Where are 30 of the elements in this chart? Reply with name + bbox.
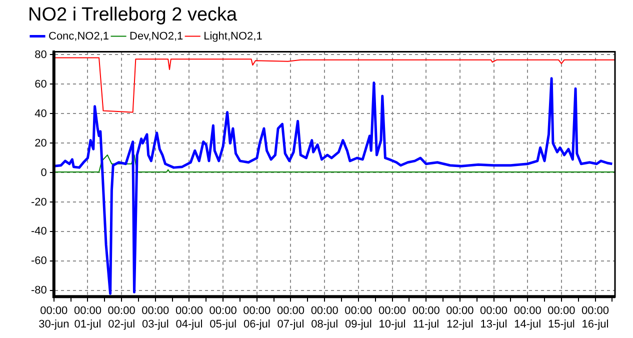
y-tick-label: 60	[34, 78, 47, 90]
legend-label: Light,NO2,1	[204, 30, 262, 42]
y-tick-label: -20	[30, 196, 47, 208]
x-tick-label: 00:00 09-jul	[344, 305, 372, 330]
x-tick-label: 00:00 03-jul	[142, 305, 170, 330]
x-tick-label: 00:00 08-jul	[310, 305, 338, 330]
x-tick-label: 00:00 15-jul	[548, 305, 576, 330]
x-tick-label: 00:00 05-jul	[209, 305, 237, 330]
x-tick-label: 00:00 02-jul	[108, 305, 136, 330]
x-tick-label: 00:00 01-jul	[74, 305, 102, 330]
x-tick-label: 00:00 06-jul	[243, 305, 271, 330]
x-tick-label: 00:00 04-jul	[175, 305, 204, 330]
legend-label: Dev,NO2,1	[130, 30, 184, 42]
y-tick-label: -40	[30, 226, 47, 238]
x-tick-label: 00:00 30-jun	[38, 305, 70, 330]
x-tick-label: 00:00 14-jul	[514, 305, 542, 330]
y-tick-label: 80	[34, 48, 47, 61]
x-tick-label: 00:00 11-jul	[412, 305, 440, 330]
y-tick-label: -80	[30, 284, 47, 297]
y-tick-label: 0	[40, 166, 47, 179]
x-tick-label: 00:00 16-jul	[581, 305, 610, 330]
x-tick-label: 00:00 10-jul	[378, 305, 406, 330]
chart-title: NO2 i Trelleborg 2 vecka	[28, 4, 238, 26]
legend-label: Conc,NO2,1	[48, 30, 110, 42]
x-tick-label: 00:00 12-jul	[446, 305, 474, 330]
y-tick-label: 20	[34, 137, 47, 150]
y-tick-label: 40	[34, 108, 47, 120]
x-tick-label: 00:00 07-jul	[276, 305, 305, 330]
y-tick-label: -60	[30, 255, 47, 268]
x-tick-label: 00:00 13-jul	[480, 305, 508, 330]
